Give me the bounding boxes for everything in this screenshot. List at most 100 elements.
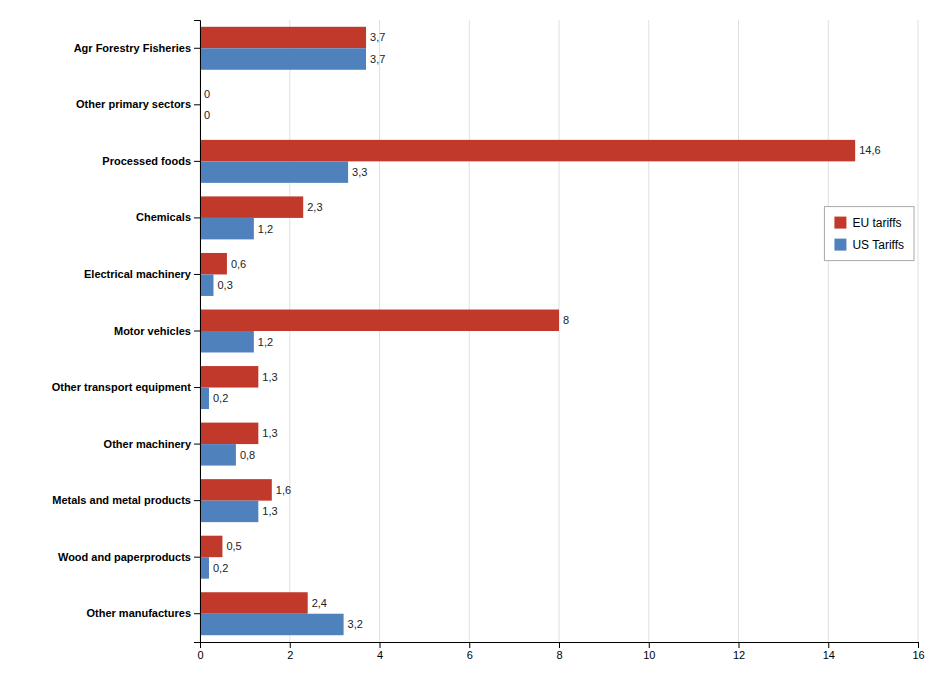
x-tick: 10 (643, 642, 655, 661)
y-tick: Agr Forestry Fisheries (74, 42, 200, 54)
y-tick-mark (194, 444, 200, 445)
data-label: 0,2 (213, 562, 228, 574)
y-tick-mark (194, 557, 200, 558)
data-label: 3,2 (348, 618, 363, 630)
x-tick: 12 (733, 642, 745, 661)
y-tick-label: Other transport equipment (52, 381, 192, 393)
bar (200, 366, 258, 387)
data-label: 14,6 (859, 144, 880, 156)
x-tick-mark (918, 642, 919, 648)
bar (200, 536, 222, 557)
y-tick-mark (194, 500, 200, 501)
bar (200, 218, 254, 239)
x-tick: 16 (912, 642, 924, 661)
series-labels: 2,40,51,61,31,380,62,314,603,7 (204, 31, 881, 608)
y-tick-label: Processed foods (102, 155, 191, 167)
bar (200, 196, 303, 217)
x-tick-label: 0 (197, 649, 203, 661)
y-axis-line (194, 21, 201, 643)
data-label: 0,5 (226, 540, 241, 552)
bar (200, 444, 236, 465)
bar (200, 423, 258, 444)
y-tick: Other transport equipment (52, 381, 200, 393)
grid-line (918, 20, 919, 642)
y-tick: Chemicals (136, 211, 200, 223)
bar (200, 592, 308, 613)
legend-label: EU tariffs (852, 216, 901, 230)
data-label: 0,2 (213, 392, 228, 404)
x-tick: 0 (197, 642, 203, 661)
series (200, 27, 855, 614)
x-tick-label: 8 (556, 649, 562, 661)
data-label: 0,8 (240, 449, 255, 461)
grid-line (828, 20, 829, 642)
y-tick-mark (194, 104, 200, 105)
y-tick-mark (194, 217, 200, 218)
y-tick: Other manufactures (86, 607, 200, 619)
y-tick: Other machinery (104, 438, 200, 450)
x-tick-label: 4 (377, 649, 383, 661)
data-label: 0 (204, 109, 210, 121)
x-tick-mark (380, 642, 381, 648)
x-tick-mark (649, 642, 650, 648)
y-tick: Other primary sectors (76, 98, 200, 110)
series-labels: 3,20,21,30,80,21,20,31,23,303,7 (204, 53, 385, 630)
x-tick: 4 (377, 642, 383, 661)
x-tick: 2 (287, 642, 293, 661)
x-tick-mark (469, 642, 470, 648)
x-axis-line (201, 643, 919, 649)
legend-label: US Tariffs (852, 238, 904, 252)
data-label: 1,3 (262, 427, 277, 439)
y-tick-label: Other primary sectors (76, 98, 191, 110)
x-tick: 14 (823, 642, 835, 661)
bar (200, 331, 254, 352)
y-tick-label: Agr Forestry Fisheries (74, 42, 191, 54)
x-tick: 6 (467, 642, 473, 661)
y-tick-label: Wood and paperproducts (58, 551, 191, 563)
grid (200, 20, 918, 642)
x-tick-label: 14 (823, 649, 835, 661)
x-tick-label: 10 (643, 649, 655, 661)
y-tick-label: Motor vehicles (114, 325, 191, 337)
bar (200, 253, 227, 274)
bar (200, 501, 258, 522)
data-label: 1,3 (262, 505, 277, 517)
data-label: 3,7 (370, 53, 385, 65)
data-label: 1,2 (258, 336, 273, 348)
legend: EU tariffs US Tariffs (824, 207, 914, 261)
bar (200, 161, 348, 182)
x-tick-mark (559, 642, 560, 648)
x-axis: 0 2 4 6 8 10 12 14 16 (197, 642, 924, 661)
y-tick-mark (194, 387, 200, 388)
bar (200, 140, 855, 161)
chart: 2,40,51,61,31,380,62,314,603,73,20,21,30… (0, 0, 942, 682)
grid-line (648, 20, 649, 642)
x-tick-label: 6 (467, 649, 473, 661)
y-tick-mark (194, 161, 200, 162)
legend-swatch (834, 239, 846, 251)
data-labels: 2,40,51,61,31,380,62,314,603,73,20,21,30… (204, 31, 881, 630)
x-tick-label: 2 (287, 649, 293, 661)
data-label: 1,2 (258, 223, 273, 235)
y-tick-label: Metals and metal products (52, 494, 191, 506)
data-label: 0 (204, 88, 210, 100)
x-tick-mark (290, 642, 291, 648)
data-label: 0,3 (217, 279, 232, 291)
x-tick-label: 16 (912, 649, 924, 661)
legend-item: EU tariffs (834, 216, 901, 230)
legend-item: US Tariffs (834, 238, 904, 252)
y-tick-label: Other manufactures (86, 607, 191, 619)
bar (200, 614, 344, 635)
bar (200, 48, 366, 69)
y-tick: Wood and paperproducts (58, 551, 200, 563)
series (200, 48, 366, 635)
y-tick: Electrical machinery (84, 268, 200, 280)
data-label: 8 (563, 314, 569, 326)
legend-frame (824, 207, 914, 261)
data-label: 1,3 (262, 371, 277, 383)
y-tick: Processed foods (102, 155, 200, 167)
y-tick-mark (194, 613, 200, 614)
y-tick-label: Other machinery (104, 438, 192, 450)
bar (200, 388, 209, 409)
x-tick-label: 12 (733, 649, 745, 661)
